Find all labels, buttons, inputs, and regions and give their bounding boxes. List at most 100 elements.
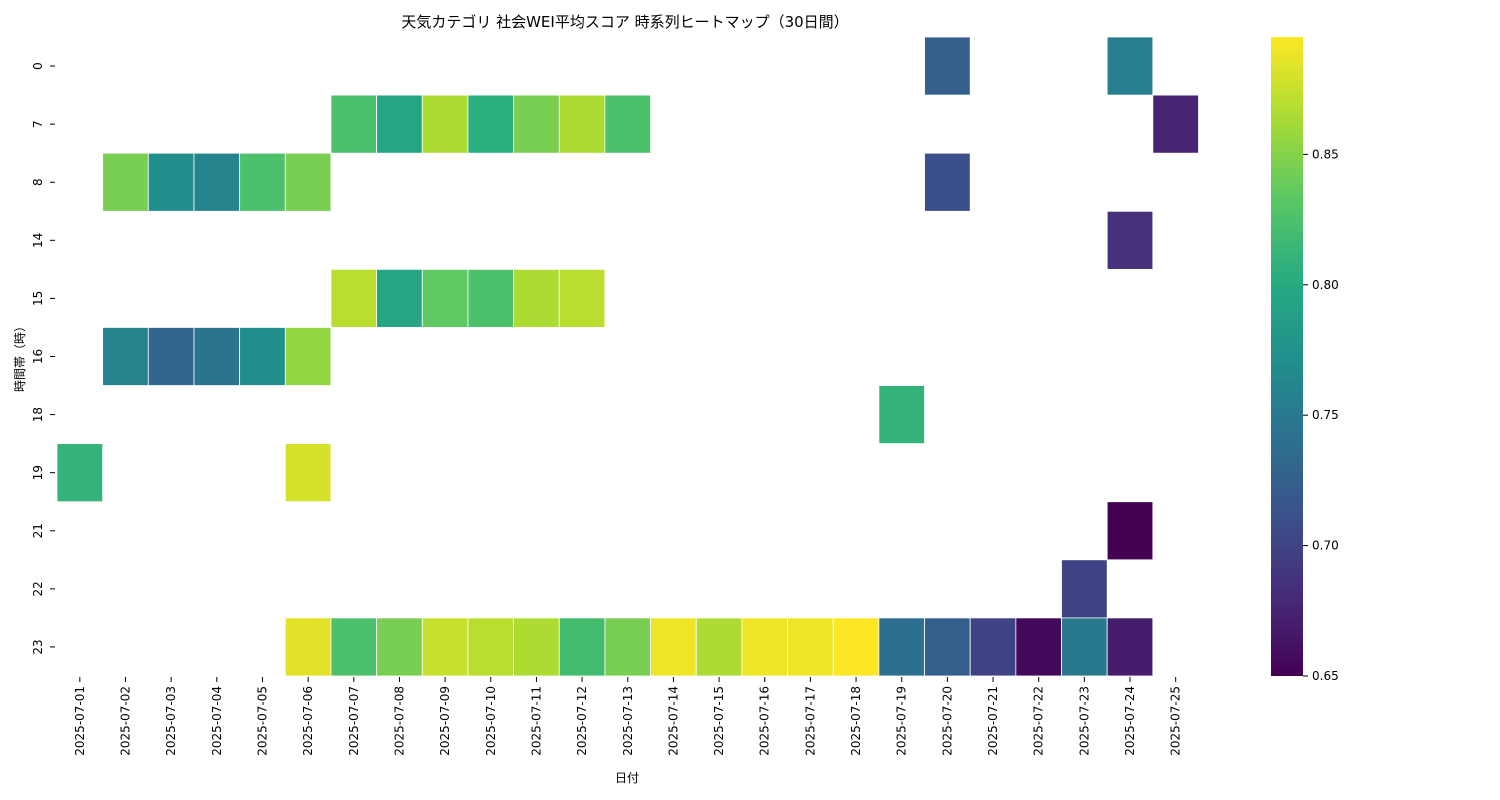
x-tick-label: 2025-07-02 (118, 686, 132, 756)
heatmap-cell (832, 617, 880, 677)
y-tick-label: 21 (31, 523, 45, 538)
colorbar-ticks: 0.65 0.70 0.75 0.80 0.85 (1303, 147, 1339, 683)
heatmap-cell (1061, 559, 1108, 619)
y-tick-label: 22 (31, 581, 45, 596)
y-tick-label: 16 (31, 349, 45, 364)
heatmap-cell (741, 617, 788, 677)
heatmap-cell (467, 94, 515, 154)
colorbar-tick-label: 0.85 (1312, 147, 1339, 161)
heatmap-cells (56, 36, 1199, 677)
heatmap-cell (330, 617, 378, 677)
heatmap-cell (924, 152, 971, 212)
x-tick-label: 2025-07-14 (666, 686, 680, 756)
colorbar-tick-label: 0.70 (1312, 539, 1339, 553)
heatmap-cell (467, 268, 515, 328)
x-tick-label: 2025-07-25 (1169, 686, 1183, 756)
colorbar-tick-label: 0.75 (1312, 408, 1339, 422)
heatmap-cell (239, 327, 286, 386)
x-tick-label: 2025-07-04 (210, 686, 224, 756)
x-tick-label: 2025-07-05 (255, 686, 269, 756)
heatmap-cell (284, 327, 332, 386)
x-axis-label: 日付 (615, 771, 639, 785)
colorbar (1271, 37, 1303, 676)
heatmap-cell (604, 94, 651, 154)
x-axis-ticks: 2025-07-01 2025-07-02 2025-07-03 2025-07-04… (73, 676, 1183, 756)
y-tick-label: 14 (31, 233, 45, 248)
x-tick-label: 2025-07-07 (347, 686, 361, 756)
x-tick-label: 2025-07-19 (895, 686, 909, 756)
heatmap-cell (1152, 94, 1199, 154)
heatmap-cell (558, 94, 606, 154)
heatmap-cell (376, 94, 423, 154)
heatmap-cell (56, 443, 104, 503)
heatmap-cell (102, 327, 149, 386)
heatmap-cell (650, 617, 697, 677)
x-tick-label: 2025-07-03 (164, 686, 178, 756)
x-tick-label: 2025-07-11 (529, 686, 543, 756)
y-tick-label: 18 (31, 407, 45, 422)
heatmap-cell (147, 327, 195, 386)
heatmap-cell (1015, 617, 1062, 677)
heatmap-cell (513, 268, 560, 328)
heatmap-cell (878, 617, 925, 677)
chart-title: 天気カテゴリ 社会WEI平均スコア 時系列ヒートマップ（30日間） (401, 13, 848, 31)
x-tick-label: 2025-07-18 (849, 686, 863, 756)
heatmap-cell (878, 385, 925, 445)
x-tick-label: 2025-07-08 (392, 686, 406, 756)
heatmap-cell (421, 268, 469, 328)
heatmap-cell (284, 443, 332, 503)
x-tick-label: 2025-07-21 (986, 686, 1000, 756)
x-tick-label: 2025-07-16 (758, 686, 772, 756)
x-tick-label: 2025-07-09 (438, 686, 452, 756)
heatmap-cell (787, 617, 834, 677)
heatmap-cell (513, 94, 560, 154)
heatmap-cell (695, 617, 743, 677)
x-tick-label: 2025-07-10 (484, 686, 498, 756)
y-tick-label: 0 (31, 62, 45, 70)
heatmap-cell (193, 152, 241, 212)
heatmap-cell (330, 94, 378, 154)
heatmap-cell (193, 327, 241, 386)
y-axis-ticks: 0 7 8 14 15 16 18 19 21 22 23 (31, 62, 55, 655)
x-tick-label: 2025-07-20 (940, 686, 954, 756)
heatmap-cell (284, 617, 332, 677)
heatmap-cell (376, 617, 423, 677)
heatmap-cell (376, 268, 423, 328)
x-tick-label: 2025-07-22 (1032, 686, 1046, 756)
heatmap-cell (1106, 501, 1154, 561)
heatmap-cell (1106, 617, 1154, 677)
y-tick-label: 15 (31, 291, 45, 306)
y-axis-label: 時間帯（時） (13, 320, 27, 392)
x-tick-label: 2025-07-23 (1077, 686, 1091, 756)
heatmap-cell (604, 617, 651, 677)
x-tick-label: 2025-07-12 (575, 686, 589, 756)
y-tick-label: 8 (31, 178, 45, 186)
heatmap-cell (147, 152, 195, 212)
heatmap-cell (1061, 617, 1108, 677)
heatmap-cell (1106, 36, 1154, 96)
y-tick-label: 19 (31, 465, 45, 480)
x-tick-label: 2025-07-06 (301, 686, 315, 756)
x-tick-label: 2025-07-13 (621, 686, 635, 756)
y-tick-label: 7 (31, 120, 45, 128)
heatmap-cell (969, 617, 1017, 677)
heatmap-cell (924, 36, 971, 96)
heatmap-cell (239, 152, 286, 212)
colorbar-tick-label: 0.80 (1312, 278, 1339, 292)
heatmap-cell (558, 617, 606, 677)
heatmap-cell (1106, 210, 1154, 270)
y-tick-label: 23 (31, 639, 45, 654)
x-tick-label: 2025-07-24 (1123, 686, 1137, 756)
heatmap-cell (558, 268, 606, 328)
heatmap-cell (421, 94, 469, 154)
heatmap-cell (467, 617, 515, 677)
heatmap-cell (513, 617, 560, 677)
heatmap-cell (924, 617, 971, 677)
x-tick-label: 2025-07-01 (73, 686, 87, 756)
colorbar-tick-label: 0.65 (1312, 669, 1339, 683)
heatmap-cell (330, 268, 378, 328)
x-tick-label: 2025-07-15 (712, 686, 726, 756)
x-tick-label: 2025-07-17 (803, 686, 817, 756)
heatmap-cell (284, 152, 332, 212)
